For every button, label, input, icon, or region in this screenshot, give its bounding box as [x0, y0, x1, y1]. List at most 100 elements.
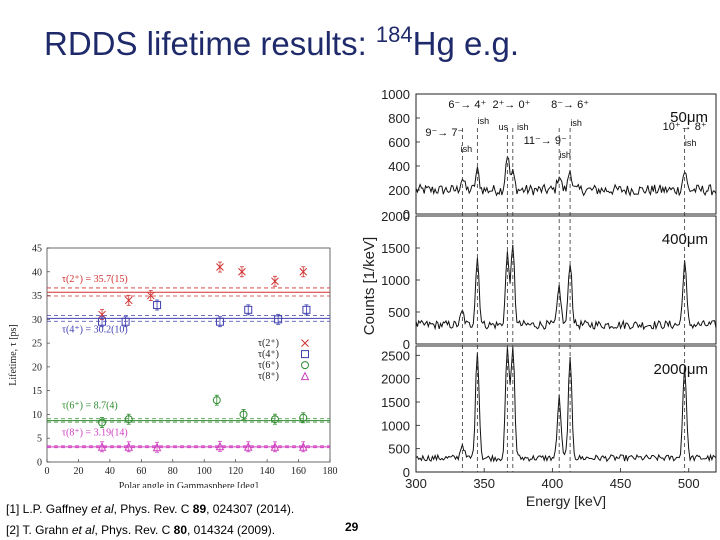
spectrum-panel-frame: [415, 345, 717, 473]
reference-2-prefix: [2] T. Grahn: [6, 523, 72, 537]
marker-stroke: [301, 339, 309, 347]
reference-2: [2] T. Grahn et al, Phys. Rev. C 80, 014…: [6, 523, 275, 537]
marker-stroke: [238, 267, 246, 276]
data-point-x: [98, 310, 106, 319]
y-tick-label: 1500: [381, 395, 410, 410]
x-tick-label: 40: [105, 466, 115, 477]
x-tick-label: 180: [323, 466, 338, 477]
legend-label: τ(8⁺): [258, 371, 279, 382]
peak-marker: ish: [478, 116, 490, 126]
transition-annotation: 6⁻→ 4⁺: [448, 99, 486, 111]
y-tick-label: 25: [32, 339, 42, 350]
data-point-triangle: [124, 442, 134, 451]
y-tick-label: 200: [388, 183, 410, 198]
y-tick-label: 800: [388, 111, 410, 126]
spectrum-panel-frame: [415, 93, 717, 215]
y-tick-label: 45: [32, 244, 42, 255]
y-tick-label: 0: [37, 458, 42, 469]
reference-2-journal: , Phys. Rev. C: [94, 523, 174, 537]
y-tick-label: 1000: [381, 418, 410, 433]
data-point-circle: [212, 396, 221, 405]
y-tick-label: 600: [388, 135, 410, 150]
x-tick-label: 60: [136, 466, 146, 477]
marker-stroke: [124, 296, 133, 305]
data-point-x: [216, 263, 224, 271]
marker-stroke: [146, 291, 155, 300]
data-point-x: [299, 267, 308, 276]
y-tick-label: 1500: [381, 241, 410, 256]
spectrum-trace: [415, 244, 717, 331]
reference-1-journal: , Phys. Rev. C: [113, 502, 193, 516]
y-axis-label: Counts [1/keV]: [361, 237, 378, 335]
data-point-x: [238, 267, 246, 276]
panel-label: 2000μm: [653, 361, 708, 378]
y-tick-label: 30: [32, 315, 42, 326]
title-mass-number: 184: [375, 22, 413, 47]
y-tick-label: 1000: [381, 87, 410, 102]
transition-annotation: 2⁺→ 0⁺: [493, 99, 531, 111]
y-tick-label: 0: [403, 465, 410, 480]
spectrum-trace: [415, 155, 717, 198]
panel-label: 400μm: [662, 231, 708, 248]
transition-annotation: 10⁺→ 8⁺: [663, 121, 707, 133]
peak-marker: ish: [685, 138, 697, 148]
reference-2-volume: 80: [173, 523, 187, 537]
data-point-triangle: [97, 442, 107, 451]
data-point-triangle: [300, 371, 310, 381]
fit-label: τ(4⁺) = 30.2(10): [62, 325, 128, 336]
y-tick-label: 10: [32, 410, 42, 421]
spectrum-trace: [415, 346, 717, 463]
data-point-square: [98, 317, 107, 326]
reference-1-etal: et al: [90, 502, 114, 516]
y-tick-label: 400: [388, 159, 410, 174]
marker-stroke: [271, 277, 279, 286]
y-tick-label: 1000: [381, 273, 410, 288]
lifetime-plot-frame: [46, 247, 331, 463]
data-point-circle: [301, 361, 309, 370]
y-tick-label: 0: [403, 337, 410, 352]
x-tick-label: 500: [678, 476, 700, 491]
data-point-circle: [239, 410, 248, 419]
x-axis-label: Energy [keV]: [526, 493, 606, 509]
reference-1: [1] L.P. Gaffney et al, Phys. Rev. C 89,…: [6, 502, 294, 516]
y-tick-label: 0: [403, 207, 410, 222]
data-point-circle: [270, 415, 279, 424]
x-tick-label: 100: [197, 466, 212, 477]
lifetime-chart: 0 20 40 60 80 100 120 140 160 180 0 5 10 15 20 25 30 35 40…: [8, 244, 338, 489]
fit-label: τ(6⁺) = 8.7(4): [62, 401, 118, 412]
panel-label: 50μm: [670, 109, 708, 126]
reference-1-prefix: [1] L.P. Gaffney: [6, 502, 91, 516]
data-point-square: [153, 301, 162, 310]
legend-label: τ(2⁺): [258, 338, 279, 349]
marker-stroke: [98, 310, 106, 319]
peak-marker: ish: [461, 144, 473, 154]
x-axis-label: Polar angle in Gammasphere [deg]: [119, 481, 258, 488]
page-number: 29: [345, 520, 359, 534]
transition-annotation: 8⁻→ 6⁺: [551, 99, 589, 111]
data-point-triangle: [215, 441, 225, 451]
data-point-circle: [98, 418, 107, 427]
reference-1-tail: , 024307 (2014).: [206, 502, 295, 516]
x-tick-label: 140: [260, 466, 275, 477]
x-tick-label: 0: [45, 466, 50, 477]
data-point-triangle: [152, 442, 162, 452]
title-prefix: RDDS lifetime results:: [44, 25, 376, 62]
data-point-triangle: [243, 442, 253, 451]
peak-marker: us: [499, 122, 509, 132]
y-tick-label: 2500: [381, 348, 410, 363]
y-tick-label: 35: [32, 291, 42, 302]
data-point-x: [124, 296, 133, 305]
data-point-triangle: [270, 442, 280, 451]
data-point-x: [301, 339, 309, 347]
peak-marker: ish: [559, 150, 571, 160]
spectrum-chart: 0 200 400 600 800 1000 50μm 0 500 1000 1500 2000 400…: [361, 87, 717, 509]
x-tick-label: 160: [291, 466, 306, 477]
reference-2-etal: et al: [71, 523, 95, 537]
reference-1-volume: 89: [192, 502, 207, 516]
transition-annotation: 11⁻→ 9⁻: [524, 135, 567, 147]
data-point-x: [271, 277, 279, 286]
data-point-square: [302, 305, 311, 314]
y-tick-label: 500: [388, 442, 410, 457]
data-point-square: [121, 317, 130, 326]
y-tick-label: 40: [32, 267, 42, 278]
